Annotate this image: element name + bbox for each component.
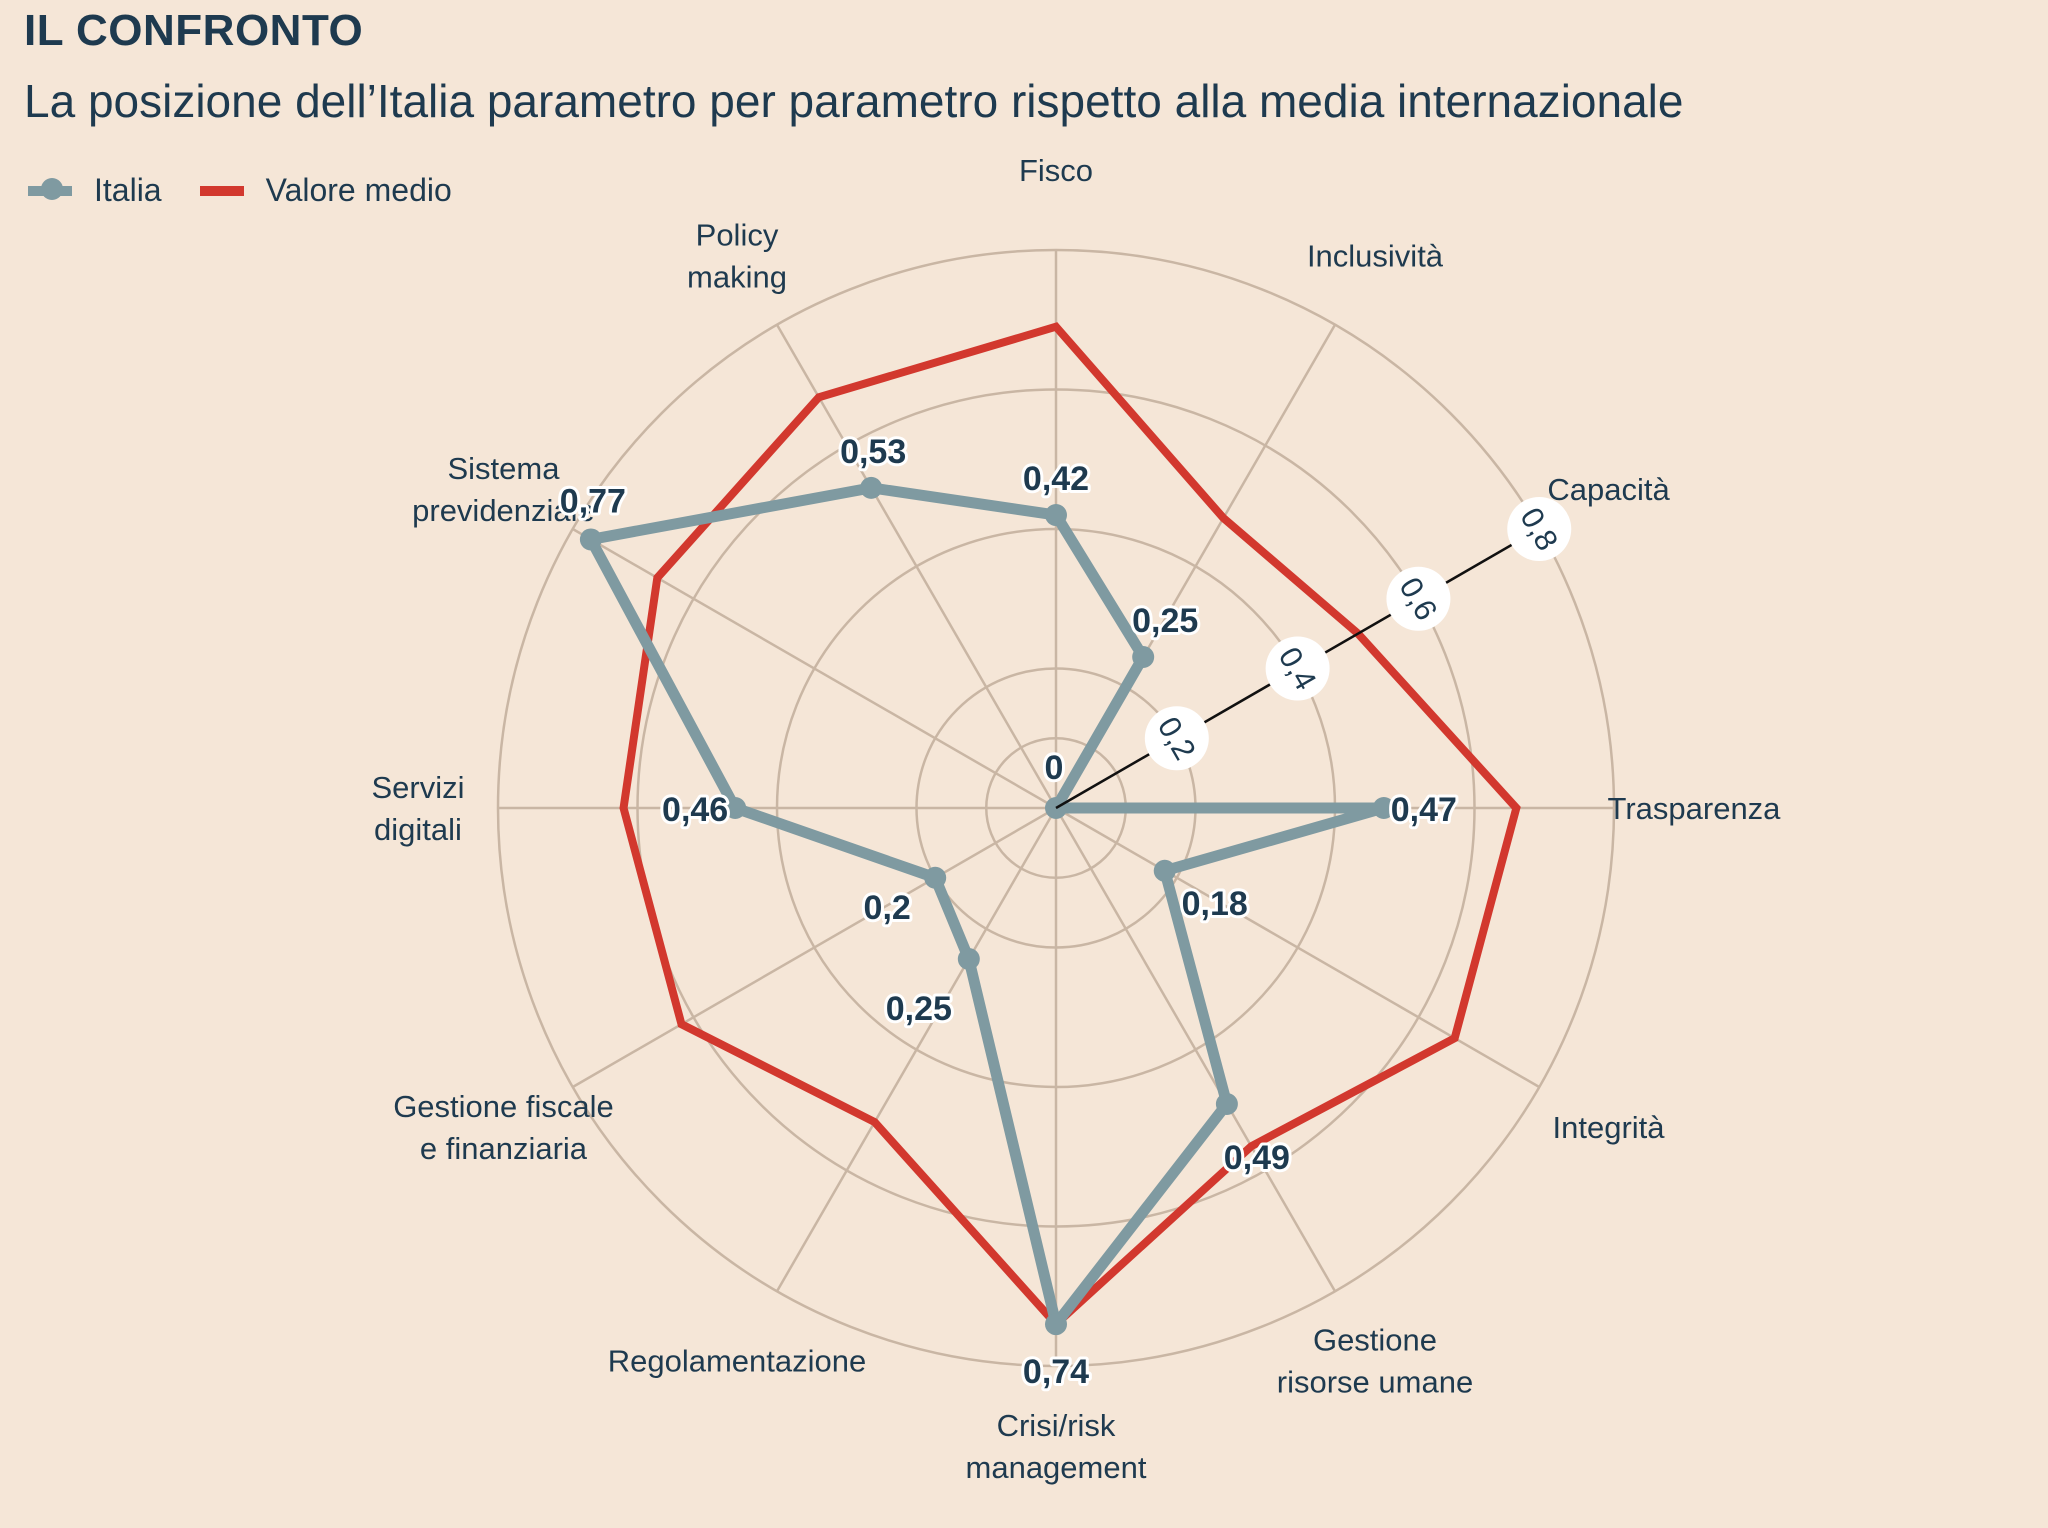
axis-label-5: Gestione risorse umane [1277, 1323, 1473, 1400]
italia-value-label-4: 0,18 [1182, 885, 1248, 923]
grid-spoke-7 [775, 807, 1058, 1292]
scale-marker-0 [1144, 706, 1209, 771]
chart-subtitle: La posizione dell’Italia parametro per p… [24, 75, 1684, 127]
italia-point-0 [1045, 504, 1067, 527]
radial-scale: 0,20,40,60,8 [1055, 497, 1572, 810]
italia-value-label-1: 0,25 [1132, 602, 1198, 640]
axis-label-line: Policy [696, 217, 779, 252]
axis-label-line: Trasparenza [1608, 791, 1782, 826]
axis-label-line: risorse umane [1277, 1365, 1473, 1400]
axis-label-8: Gestione fiscale e finanziaria [393, 1089, 614, 1166]
axis-label-line: Gestione fiscale [393, 1089, 614, 1124]
axis-label-2: Capacità [1547, 472, 1670, 507]
italia-value-label-10: 0,77 [560, 482, 626, 520]
axis-label-4: Integrità [1553, 1110, 1666, 1145]
axis-label-3: Trasparenza [1608, 791, 1782, 826]
italia-point-3 [1372, 797, 1395, 819]
italia-point-11 [860, 476, 883, 499]
italia-value-label-5: 0,49 [1224, 1139, 1290, 1177]
italia-value-label-2: 0 [1045, 749, 1064, 787]
axis-label-9: Servizi digitali [371, 770, 464, 847]
grid-spoke-5 [1054, 807, 1337, 1292]
legend-label-media: Valore medio [265, 172, 452, 208]
scale-marker-3 [1507, 497, 1572, 561]
axis-label-line: Fisco [1019, 153, 1093, 188]
grid-spoke-11 [775, 324, 1058, 809]
axis-label-1: Inclusività [1307, 238, 1444, 273]
italia-point-7 [957, 948, 980, 971]
italia-point-5 [1215, 1092, 1238, 1115]
axis-labels: Fisco Inclusività Capacità Trasparenza Integ… [371, 153, 1781, 1485]
italia-value-label-6: 0,74 [1023, 1353, 1089, 1391]
axis-label-line: Inclusività [1307, 238, 1444, 273]
axis-label-line: e finanziaria [420, 1131, 588, 1166]
scale-marker-1 [1265, 636, 1330, 701]
axis-label-6: Crisi/risk management [966, 1408, 1147, 1485]
italia-value-label-11: 0,53 [840, 433, 906, 471]
axis-label-line: management [966, 1450, 1147, 1485]
italia-value-label-7: 0,25 [886, 990, 952, 1028]
value-labels: 0,42 0,25 0 0,47 0,18 0,49 0,74 0,25 0,2 0,46 0,77… [557, 430, 1460, 1394]
italia-point-9 [724, 797, 747, 819]
scale-marker-2 [1386, 566, 1451, 631]
italia-point-8 [924, 866, 947, 889]
italia-point-6 [1045, 1313, 1067, 1336]
italia-value-label-9: 0,46 [662, 791, 728, 829]
axis-label-line: digitali [374, 812, 462, 847]
axis-label-7: Regolamentazione [608, 1344, 867, 1379]
legend-label-italia: Italia [94, 172, 162, 208]
axis-label-line: Integrità [1553, 1110, 1666, 1145]
chart-kicker: IL CONFRONTO [24, 6, 364, 55]
legend-item-media[interactable]: Valore medio [199, 172, 452, 209]
axis-label-line: making [687, 259, 787, 294]
legend-swatch-italia [28, 177, 72, 200]
axis-label-10: Sistema previdenziale [412, 451, 595, 528]
chart-legend: Italia Valore medio [28, 172, 490, 209]
axis-label-line: previdenziale [412, 493, 595, 528]
axis-label-line: Sistema [447, 451, 560, 486]
axis-label-11: Policy making [687, 217, 787, 294]
legend-item-italia[interactable]: Italia [28, 172, 162, 209]
axis-label-0: Fisco [1019, 153, 1093, 188]
axis-label-line: Servizi [371, 770, 464, 805]
italia-point-4 [1153, 859, 1176, 882]
axis-label-line: Gestione [1313, 1323, 1437, 1358]
italia-value-label-3: 0,47 [1391, 791, 1457, 829]
italia-point-1 [1132, 645, 1155, 668]
italia-value-label-8: 0,2 [864, 889, 911, 927]
italia-value-label-0: 0,42 [1023, 460, 1089, 498]
italia-point-10 [579, 528, 602, 551]
grid-spoke-4 [1055, 806, 1540, 1089]
axis-label-line: Regolamentazione [608, 1344, 867, 1379]
grid-spoke-10 [572, 527, 1057, 810]
legend-swatch-media [199, 185, 244, 196]
series-line-italia [585, 482, 1390, 1330]
axis-label-line: Capacità [1547, 472, 1670, 507]
grid-spoke-8 [572, 806, 1057, 1089]
axis-label-line: Crisi/risk [997, 1408, 1116, 1443]
